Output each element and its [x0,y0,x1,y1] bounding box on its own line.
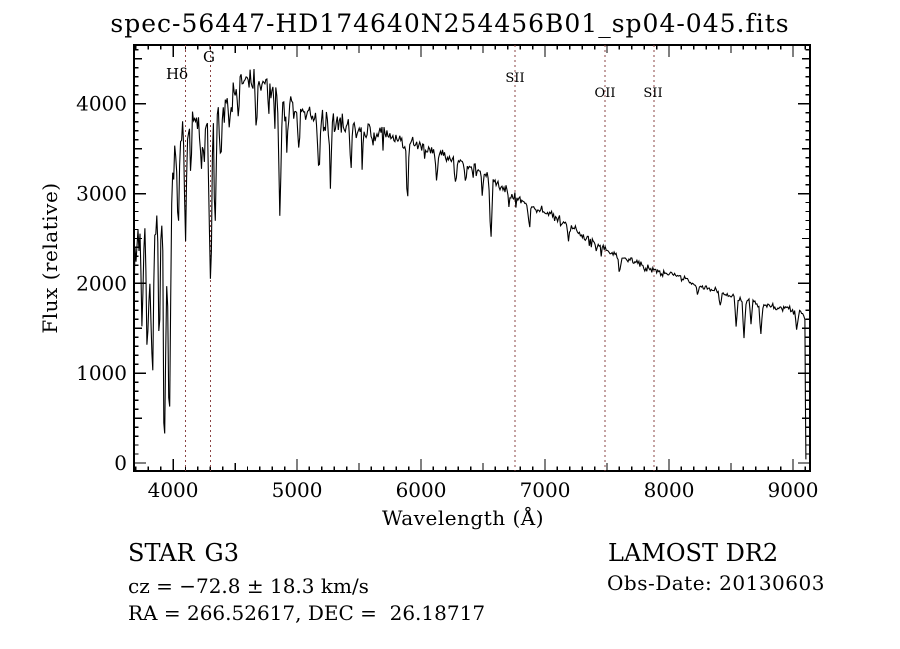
y-tick-label: 3000 [76,182,127,206]
spectral-line-label: Hδ [166,65,188,83]
object-class: STAR [128,539,195,567]
obs-date: Obs-Date: 20130603 [607,571,825,595]
ra-dec-value: RA = 266.52617, DEC = 26.18717 [128,601,486,625]
plot-frame [133,44,811,472]
spectral-line-label: OII [595,86,616,101]
classification-line: STAR G3 [128,539,239,567]
axis-tick-labels: 4000 5000 6000 7000 8000 9000 0 1000 2000 3000 400… [76,92,818,502]
y-tick-label: 0 [114,451,127,475]
x-tick-label: 9000 [768,478,819,502]
x-axis-label: Wavelength (Å) [381,506,545,530]
plot-title: spec-56447-HD174640N254456B01_sp04-045.f… [110,9,790,38]
y-tick-label: 2000 [76,271,127,295]
spectral-line-markers: Hδ G SII OII SII [166,45,663,471]
spectral-line-label: SII [505,71,524,86]
spectral-line-label: G [203,48,215,66]
x-tick-label: 6000 [396,478,447,502]
spectrum-trace [133,68,807,460]
x-tick-label: 8000 [644,478,695,502]
y-tick-label: 4000 [76,92,127,116]
y-tick-label: 1000 [76,361,127,385]
survey-label: LAMOST DR2 [608,539,779,567]
x-tick-label: 5000 [272,478,323,502]
spectral-line-label: SII [643,86,662,101]
x-tick-label: 7000 [520,478,571,502]
x-tick-label: 4000 [148,478,199,502]
object-subclass: G3 [204,539,239,567]
x-axis-ticks [135,45,807,471]
cz-value: cz = −72.8 ± 18.3 km/s [128,574,369,598]
y-axis-ticks [134,49,810,464]
